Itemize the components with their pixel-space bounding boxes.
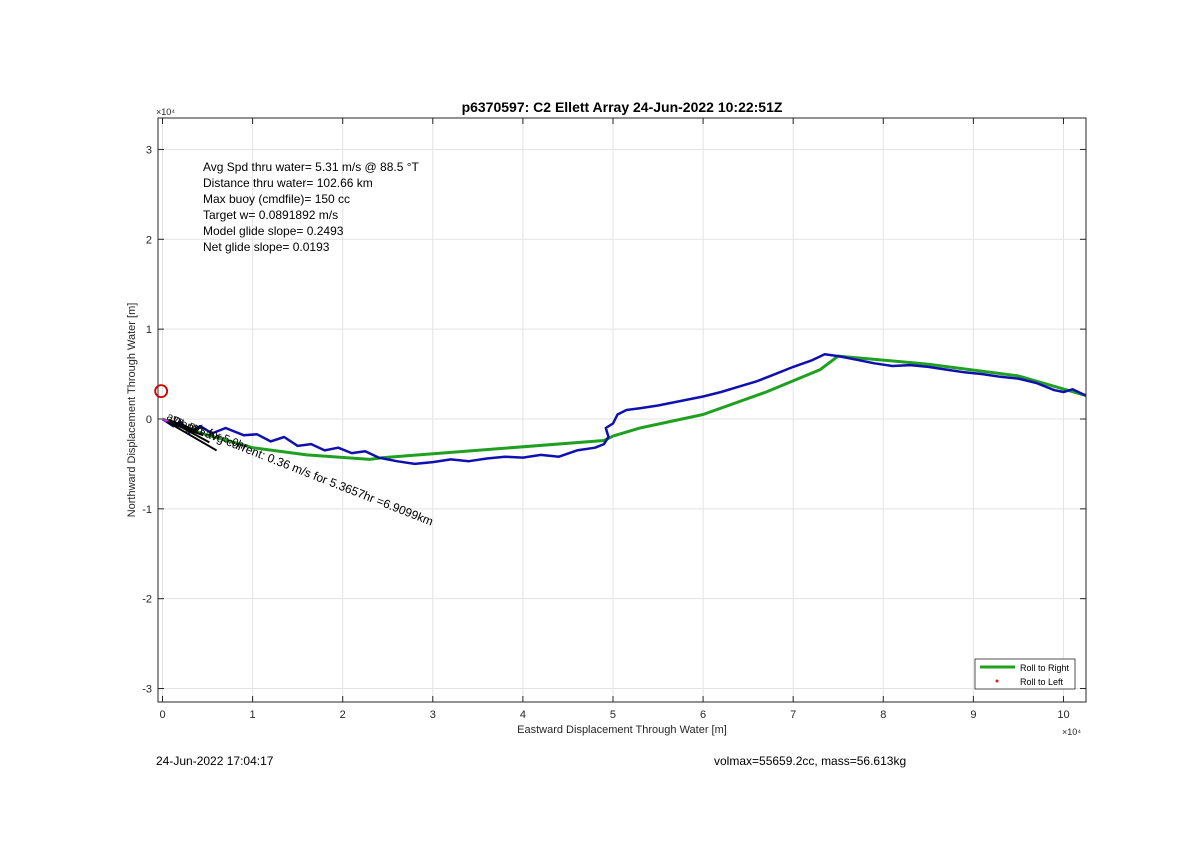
plot-area-frame <box>157 117 1087 703</box>
current-vector <box>168 418 198 432</box>
y-tick-label: 0 <box>146 414 152 426</box>
x-tick-label: 6 <box>700 709 706 721</box>
y-axis-exponent: ×10⁴ <box>156 107 175 117</box>
grid-lines <box>158 118 1086 702</box>
x-tick-label: 1 <box>250 709 256 721</box>
y-tick-label: -2 <box>142 594 152 606</box>
legend: Roll to Right Roll to Left <box>974 658 1076 690</box>
annotation-layer: Avg Spd thru water= 5.31 m/s @ 88.5 °T Di… <box>154 160 435 529</box>
y-tick-label: -1 <box>142 504 152 516</box>
current-vector <box>171 422 204 437</box>
x-tick-label: 8 <box>880 709 886 721</box>
footer-timestamp: 24-Jun-2022 17:04:17 <box>156 754 274 768</box>
x-tick-label: 5 <box>610 709 616 721</box>
footer-glider-params: volmax=55659.2cc, mass=56.613kg <box>714 754 907 768</box>
axis-ticks: 0 1 2 3 4 5 6 7 8 9 10 -3 -2 -1 0 1 2 3 <box>142 118 1086 721</box>
stats-annotation-line: Distance thru water= 102.66 km <box>203 176 373 190</box>
x-tick-label: 2 <box>340 709 346 721</box>
stats-annotation-line: Avg Spd thru water= 5.31 m/s @ 88.5 °T <box>203 160 420 174</box>
legend-swatch-roll-to-left <box>995 679 999 683</box>
stats-annotation-line: Target w= 0.0891892 m/s <box>203 208 338 222</box>
y-tick-label: 2 <box>146 234 152 246</box>
series-line-2 <box>161 353 1086 466</box>
stats-annotation-line: Model glide slope= 0.2493 <box>203 224 344 238</box>
series-line-0 <box>161 354 1086 461</box>
y-axis-label: Northward Displacement Through Water [m] <box>126 303 138 518</box>
start-marker <box>154 384 169 399</box>
x-tick-label: 9 <box>970 709 976 721</box>
x-tick-label: 10 <box>1057 709 1069 721</box>
legend-label-roll-to-left: Roll to Left <box>1020 677 1064 687</box>
x-axis-exponent: ×10⁴ <box>1062 727 1081 737</box>
y-tick-label: 3 <box>146 144 152 156</box>
x-axis-label: Eastward Displacement Through Water [m] <box>517 724 727 736</box>
x-tick-label: 0 <box>159 709 165 721</box>
y-tick-label: 1 <box>146 324 152 336</box>
stats-annotation-line: Max buoy (cmdfile)= 150 cc <box>203 192 350 206</box>
chart-title: p6370597: C2 Ellett Array 24-Jun-2022 10… <box>462 99 783 115</box>
x-tick-label: 4 <box>520 709 526 721</box>
series-layer <box>161 353 1086 466</box>
legend-box <box>974 658 1076 690</box>
x-tick-label: 7 <box>790 709 796 721</box>
current-vector <box>166 420 218 452</box>
x-tick-label: 3 <box>430 709 436 721</box>
stats-annotation-line: Net glide slope= 0.0193 <box>203 240 330 254</box>
y-tick-label: -3 <box>142 684 152 696</box>
legend-label-roll-to-right: Roll to Right <box>1020 663 1070 673</box>
